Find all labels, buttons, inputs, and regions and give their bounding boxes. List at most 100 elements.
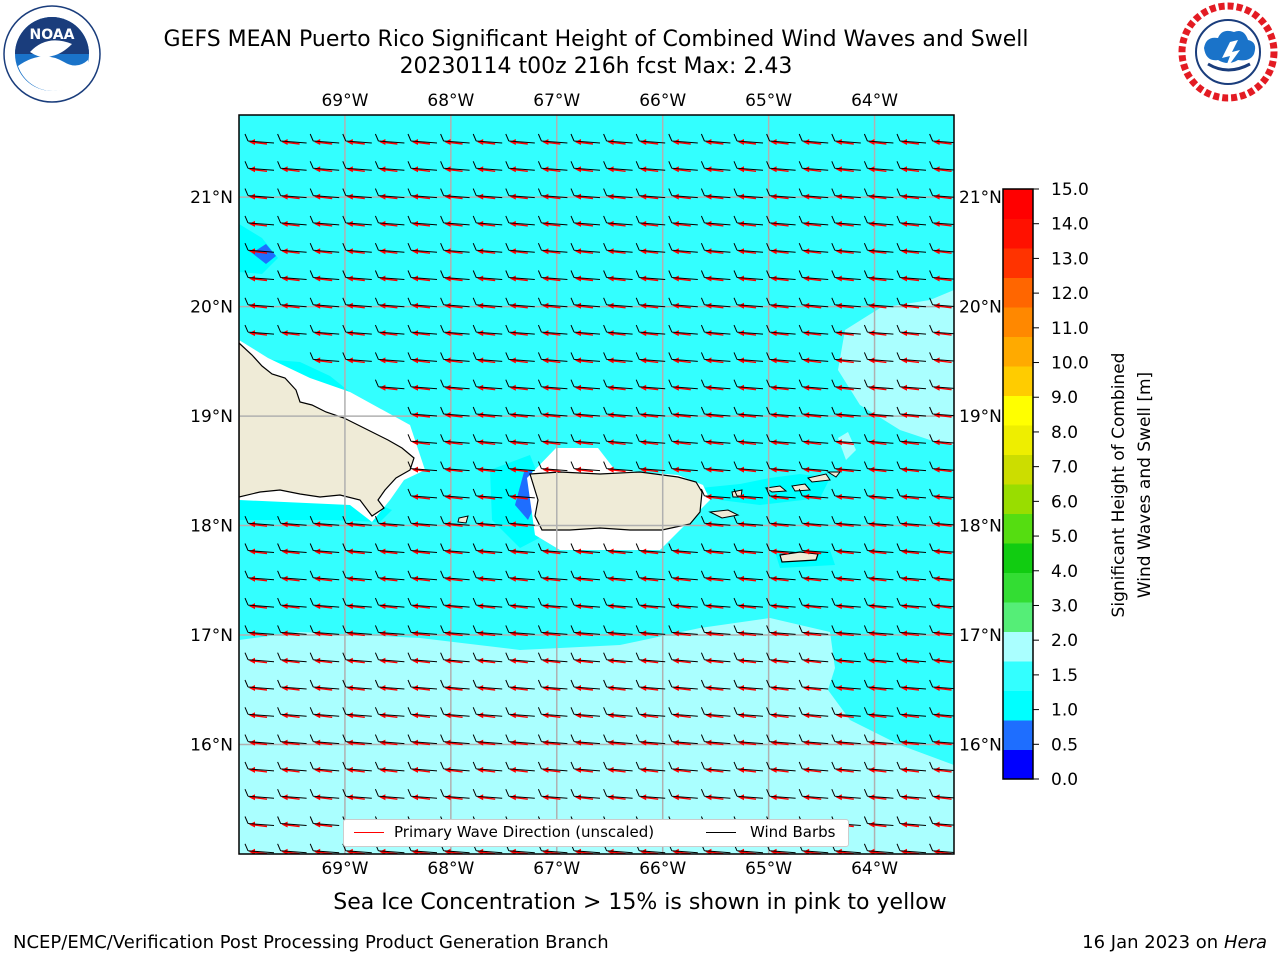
wave-arrowhead (672, 384, 679, 391)
wind-barb (472, 406, 503, 417)
wind-barb (570, 161, 601, 171)
wave-arrowhead (346, 794, 353, 801)
wind-barb (929, 133, 954, 144)
wave-arrowhead (346, 275, 353, 282)
wave-arrowhead (705, 384, 712, 391)
wave-arrowhead (672, 139, 679, 145)
wind-barb (309, 597, 340, 608)
wave-arrowhead (868, 630, 875, 637)
wind-barb (342, 789, 372, 799)
wave-arrowhead (444, 521, 451, 528)
wave-arrowhead (379, 357, 386, 364)
wave-arrowhead (249, 739, 255, 746)
wind-barb (309, 652, 340, 663)
wind-barb (603, 297, 633, 308)
wind-barb (277, 161, 307, 171)
wave-arrowhead (770, 575, 777, 582)
wind-barb (374, 352, 405, 362)
wind-barb (472, 516, 503, 526)
wave-arrowhead (705, 412, 712, 418)
wave-arrowhead (477, 248, 484, 255)
wave-arrowhead (444, 493, 451, 500)
wave-arrowhead (835, 766, 842, 773)
wave-arrowhead (444, 248, 451, 255)
wave-arrowhead (444, 412, 451, 418)
wind-barb (505, 543, 535, 553)
wave-arrowhead (868, 139, 875, 145)
wave-arrowhead (933, 603, 940, 610)
wave-arrowhead (933, 521, 940, 528)
wave-arrowhead (705, 248, 712, 255)
wave-arrowhead (477, 739, 484, 746)
wave-arrowhead (933, 139, 940, 145)
wave-arrowhead (281, 739, 288, 746)
wave-arrowhead (933, 193, 940, 200)
wind-barb (277, 843, 307, 854)
colorbar-segment (1003, 454, 1033, 485)
wind-barb (472, 488, 503, 499)
wind-barb (668, 133, 698, 144)
wind-barb (472, 461, 503, 472)
wind-barb (668, 379, 698, 390)
wave-arrowhead (835, 521, 842, 528)
wind-barb (635, 161, 666, 171)
wave-arrowhead (542, 766, 549, 773)
wave-arrowhead (705, 357, 712, 364)
wind-barb (472, 243, 503, 253)
wind-barb (505, 679, 535, 690)
wave-arrowhead (803, 220, 810, 227)
lat-label-right: 19°N (959, 407, 1002, 427)
wind-barb (342, 352, 372, 362)
wind-barb (668, 597, 698, 608)
wave-arrowhead (933, 357, 940, 364)
wind-barb (603, 133, 633, 144)
wave-arrowhead (607, 220, 614, 227)
wave-arrowhead (379, 193, 386, 200)
wind-barb (798, 161, 829, 171)
wave-arrowhead (933, 330, 940, 337)
wave-arrowhead (379, 794, 386, 801)
wave-arrowhead (477, 439, 484, 446)
colorbar-segment (1003, 218, 1033, 249)
wave-arrowhead (509, 220, 516, 227)
wind-barb (309, 352, 340, 362)
wind-barb (831, 488, 861, 499)
wave-arrowhead (738, 712, 744, 719)
wind-barb (733, 406, 764, 417)
wind-barb (570, 270, 601, 280)
wind-barb (407, 707, 438, 717)
wind-barb (733, 679, 764, 690)
wind-barb (700, 379, 731, 390)
wave-arrowhead (346, 220, 353, 227)
wind-barb (472, 597, 503, 608)
wind-barb (244, 789, 275, 799)
wind-barb (733, 434, 764, 444)
wind-barb (407, 215, 438, 226)
wind-barb (863, 652, 894, 663)
wind-barb (407, 679, 438, 690)
wave-arrowhead (281, 603, 288, 610)
wind-barb (244, 215, 275, 226)
wind-barb (440, 406, 470, 417)
wave-arrowhead (640, 766, 647, 773)
wind-barb (505, 379, 535, 390)
wind-barb (603, 352, 633, 362)
wave-arrowhead (249, 821, 255, 828)
wind-barb (505, 352, 535, 362)
wind-barb (342, 570, 372, 581)
wind-barb (603, 625, 633, 635)
footer-producer: NCEP/EMC/Verification Post Processing Pr… (13, 932, 609, 953)
wind-barb (407, 488, 438, 499)
colorbar-segment (1003, 395, 1033, 426)
wind-barb (863, 734, 894, 745)
lon-label-bottom: 65°W (745, 859, 792, 879)
colorbar-segment (1003, 189, 1033, 219)
wind-barb (472, 188, 503, 199)
wave-arrowhead (738, 657, 744, 664)
wave-arrowhead (575, 439, 581, 446)
colorbar-tick-label: 1.5 (1051, 666, 1078, 686)
wind-barb (929, 188, 954, 198)
wind-barb (831, 188, 861, 199)
wave-arrowhead (444, 166, 451, 173)
wave-arrowhead (803, 766, 810, 773)
